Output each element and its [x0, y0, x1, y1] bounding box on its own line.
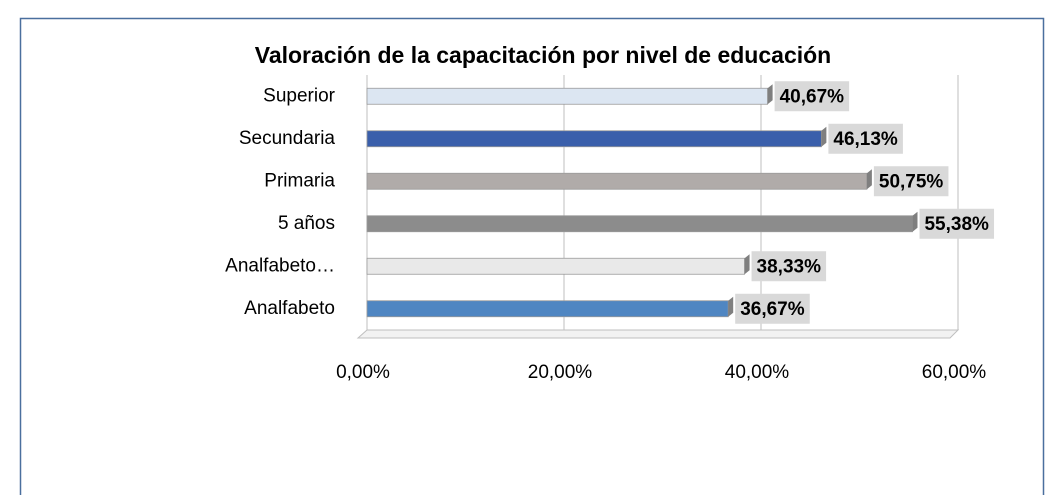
- bar: [366, 257, 745, 275]
- x-tick-label: 20,00%: [528, 362, 593, 383]
- value-label-bg: [873, 166, 949, 197]
- value-label-bg: [751, 251, 827, 282]
- y-tick-label: 5 años: [278, 213, 335, 234]
- value-label: 46,13%: [833, 129, 898, 150]
- value-label: 36,67%: [740, 299, 805, 320]
- value-label: 38,33%: [757, 256, 822, 277]
- value-label: 55,38%: [924, 214, 989, 235]
- bar: [366, 172, 868, 190]
- value-label: 50,75%: [879, 171, 944, 192]
- chart-title: Valoración de la capacitación por nivel …: [255, 42, 831, 68]
- x-tick-label: 0,00%: [336, 362, 390, 383]
- value-label-bg: [828, 123, 903, 154]
- bar: [366, 130, 822, 148]
- bar-end: [866, 169, 872, 190]
- x-tick-label: 40,00%: [725, 362, 790, 383]
- bar: [366, 300, 729, 318]
- value-label-bg: [919, 208, 995, 239]
- bar-end: [767, 84, 773, 105]
- bar: [366, 215, 913, 233]
- bar-end: [821, 126, 827, 147]
- y-tick-label: Secundaria: [239, 128, 336, 149]
- y-tick-label: Superior: [263, 85, 335, 106]
- bar: [366, 87, 768, 105]
- bar-end: [744, 254, 750, 275]
- y-tick-label: Analfabeto: [244, 298, 335, 319]
- value-label: 40,67%: [780, 86, 845, 107]
- value-label-bg: [735, 293, 810, 324]
- value-label-bg: [774, 81, 850, 112]
- plot-floor: [356, 329, 960, 339]
- x-tick-label: 60,00%: [922, 362, 987, 383]
- y-tick-label: Analfabeto…: [225, 255, 335, 276]
- y-tick-label: Primaria: [264, 170, 335, 191]
- bar-end: [728, 296, 734, 317]
- bar-end: [912, 211, 918, 232]
- frame: [19, 17, 1045, 495]
